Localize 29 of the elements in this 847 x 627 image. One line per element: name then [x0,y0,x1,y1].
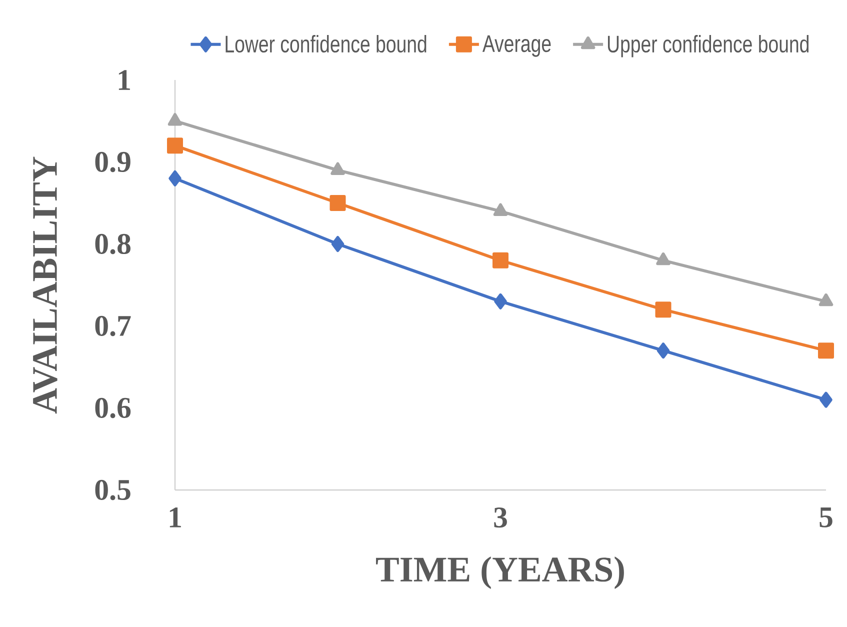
point [656,252,670,266]
legend-label: Lower confidence bound [226,34,426,53]
x-axis-title: TIME (YEARS) [376,556,624,589]
point [818,342,834,359]
legend-label: Average [482,35,551,57]
x-tick-label: 5 [820,508,832,528]
point [655,302,672,318]
point [168,170,182,186]
point [494,293,507,310]
y-tick-label: 0.8 [95,234,130,254]
y-tick-label: 0.5 [95,480,130,500]
point [330,162,345,175]
y-tick-label: 0.7 [95,316,131,336]
y-tick-label: 0.6 [95,398,131,418]
y-tick-label: 1 [118,70,130,90]
legend-label: Upper confidence bound [608,34,809,58]
point [493,203,508,216]
x-tick-label: 1 [170,508,181,528]
y-axis-title: AVAILABILITY [33,156,58,414]
x-tick-label: 3 [494,508,507,528]
point [167,138,183,154]
point [820,392,832,408]
y-tick-label: 0.9 [95,152,130,172]
point [492,252,508,268]
point [330,194,346,211]
point [168,112,182,126]
point [818,293,834,306]
point [331,236,344,252]
point [656,342,670,359]
